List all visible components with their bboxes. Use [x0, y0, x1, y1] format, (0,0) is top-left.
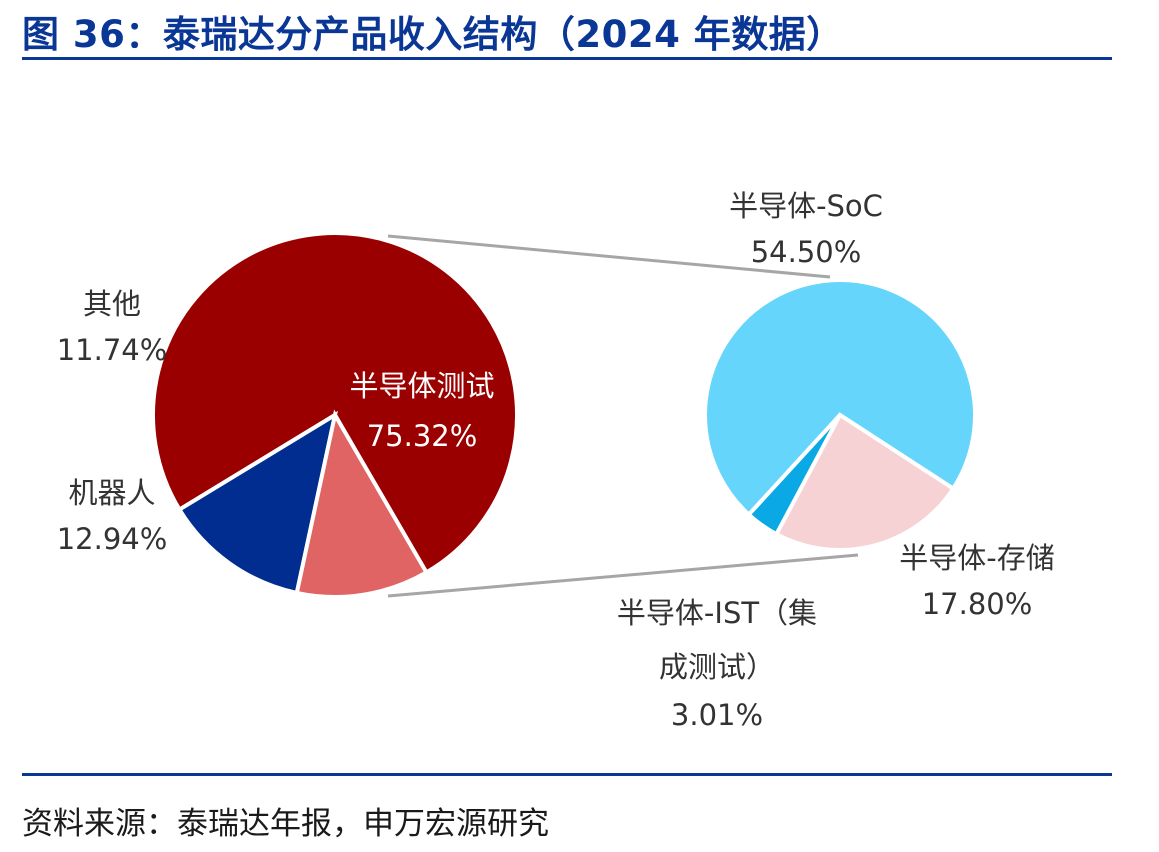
slice-value-semiconductor-test: 75.32%: [367, 419, 478, 453]
pie-slice-semiconductor-test: [151, 231, 520, 576]
footer-divider: [22, 773, 1112, 776]
pie-slice-other: [294, 409, 430, 599]
pie-slice-robotics: [176, 410, 338, 596]
source-note: 资料来源：泰瑞达年报，申万宏源研究: [22, 806, 549, 842]
slice-value-robotics: 12.94%: [57, 522, 168, 556]
title-divider: [22, 57, 1112, 60]
slice-label-robotics: 机器人: [68, 476, 155, 510]
pie-slice-ist: [746, 413, 842, 537]
slice-value-memory: 17.80%: [922, 587, 1033, 621]
slice-label-ist-line2: 成测试）: [659, 650, 775, 684]
slice-value-ist: 3.01%: [671, 698, 763, 732]
pie-slice-memory: [773, 412, 956, 552]
pie-slice-soc: [703, 278, 977, 518]
slice-label-semiconductor-test: 半导体测试: [349, 369, 494, 403]
slice-value-other: 11.74%: [57, 333, 168, 367]
slice-label-ist-line1: 半导体-IST（集: [617, 596, 817, 630]
chart-title: 图 36：泰瑞达分产品收入结构（2024 年数据）: [22, 13, 844, 56]
slice-label-soc: 半导体-SoC: [729, 189, 883, 223]
slice-label-other: 其他: [83, 287, 141, 321]
connector-line-bottom: [387, 553, 859, 598]
slice-value-soc: 54.50%: [751, 235, 862, 269]
connector-line-top: [387, 234, 831, 279]
slice-label-memory: 半导体-存储: [899, 541, 1054, 575]
